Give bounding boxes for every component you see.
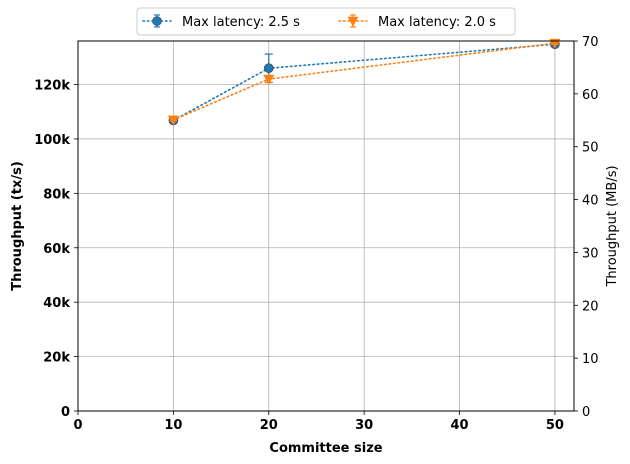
legend-label: Max latency: 2.5 s xyxy=(182,15,300,30)
y-right-tick-label: 10 xyxy=(582,352,599,367)
y-right-tick-label: 40 xyxy=(582,194,599,209)
y-tick-label: 60k xyxy=(43,242,70,257)
ticks: 0 10 20 30 40 50 0 20k 40k 60k 80k 100k 120k 0 10 20 30 4… xyxy=(34,35,598,433)
y-right-tick-label: 30 xyxy=(582,246,599,261)
legend-marker xyxy=(347,16,359,27)
y-tick-label: 0 xyxy=(61,405,70,420)
x-tick-label: 10 xyxy=(164,418,182,433)
y-tick-label: 100k xyxy=(34,133,70,148)
x-tick-label: 30 xyxy=(355,418,373,433)
y-tick-label: 20k xyxy=(43,351,70,366)
x-tick-label: 20 xyxy=(260,418,278,433)
x-tick-label: 40 xyxy=(450,418,468,433)
legend-entry-2: Max latency: 2.0 s xyxy=(338,14,496,30)
y-tick-label: 80k xyxy=(43,187,70,202)
y-right-tick-label: 50 xyxy=(582,141,599,156)
legend-marker xyxy=(152,16,162,26)
x-tick-label: 50 xyxy=(546,418,564,433)
legend-label: Max latency: 2.0 s xyxy=(378,15,496,30)
x-tick-label: 0 xyxy=(73,418,82,433)
series-layer xyxy=(167,38,561,126)
plot-area xyxy=(77,40,575,412)
y-right-tick-label: 20 xyxy=(582,299,599,314)
y-right-tick-label: 70 xyxy=(582,35,599,50)
legend-entry-1: Max latency: 2.5 s xyxy=(142,14,300,30)
y-tick-label: 40k xyxy=(43,296,70,311)
legend: Max latency: 2.5 s Max latency: 2.0 s xyxy=(136,7,516,36)
y-tick-label: 120k xyxy=(34,79,70,94)
data-point xyxy=(167,115,179,126)
y-right-tick-label: 60 xyxy=(582,88,599,103)
legend-box xyxy=(136,7,516,36)
data-point xyxy=(263,74,275,85)
y-axis-label: Throughput (tx/s) xyxy=(10,161,25,291)
data-point xyxy=(263,63,274,74)
y-right-tick-label: 0 xyxy=(582,405,590,420)
grid xyxy=(77,41,574,412)
y-axis-right-label: Throughput (MB/s) xyxy=(605,165,620,287)
x-axis-label: Committee size xyxy=(269,441,382,456)
